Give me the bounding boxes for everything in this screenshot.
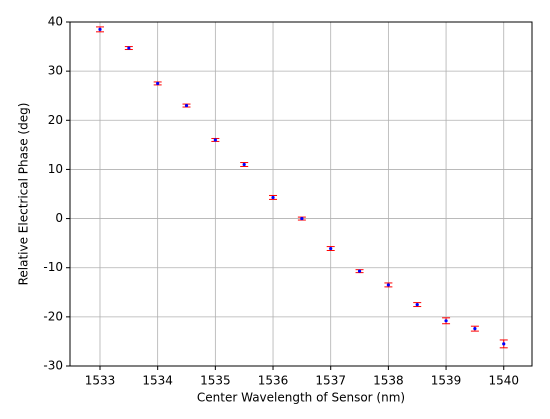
x-tick-label: 1535 [200,374,231,388]
point [357,269,362,273]
point [329,246,333,251]
x-tick-label: 1537 [315,374,346,388]
point [271,195,275,200]
point [127,46,131,50]
point [242,162,246,167]
y-tick-label: 10 [48,162,63,176]
point [98,27,102,31]
x-tick-label: 1536 [258,374,289,388]
point [184,103,189,108]
y-tick-label: 30 [48,64,63,78]
y-tick-label: 0 [55,211,63,225]
point [300,216,304,221]
x-tick-label: 1534 [142,374,173,388]
point [473,327,477,331]
point [156,81,160,86]
y-axis-label: Relative Electrical Phase (deg) [17,103,31,286]
x-tick-label: 1533 [85,374,116,388]
y-tick-label: -30 [43,359,63,373]
point [213,138,217,142]
point [502,342,506,346]
x-tick-label: 1538 [373,374,404,388]
y-tick-label: -10 [43,260,63,274]
point [415,302,419,307]
point [444,319,448,323]
x-tick-label: 1540 [488,374,519,388]
x-tick-label: 1539 [431,374,462,388]
y-tick-label: 40 [48,15,63,29]
y-tick-label: -20 [43,309,63,323]
plot-frame [69,21,533,367]
point [386,283,390,287]
y-tick-label: 20 [48,113,63,127]
x-axis-label: Center Wavelength of Sensor (nm) [197,391,405,405]
